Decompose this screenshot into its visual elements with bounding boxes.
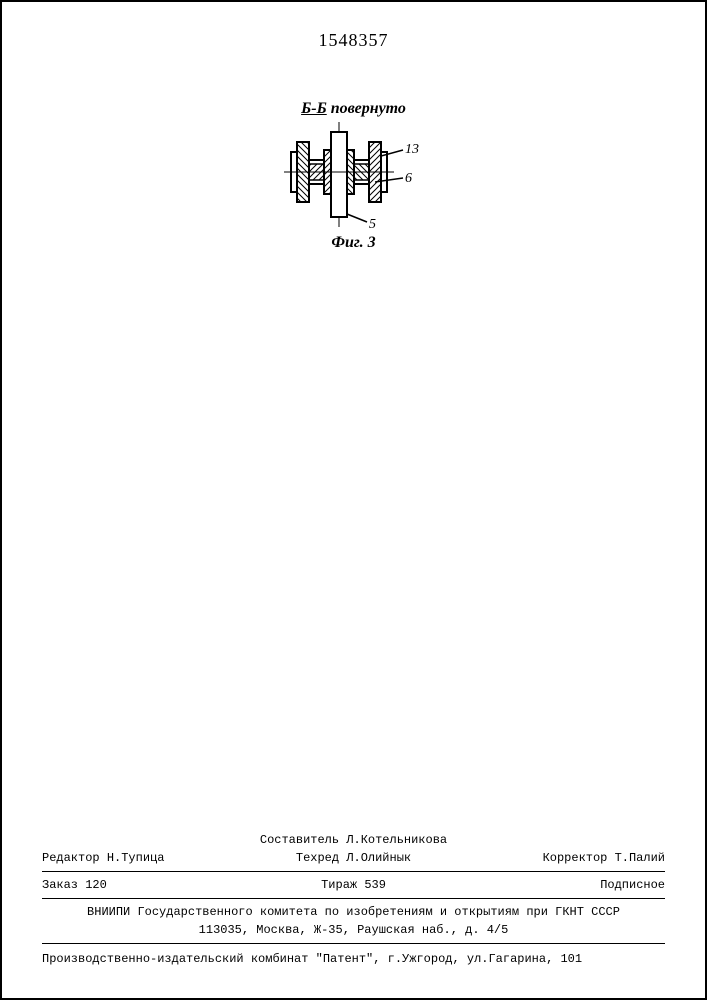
corrector-cell: Корректор Т.Палий: [543, 849, 665, 867]
compiler-label: Составитель: [260, 833, 339, 847]
figure-caption: Фиг. 3: [2, 234, 705, 252]
callout-13: 13: [405, 142, 419, 157]
credits-row: Редактор Н.Тупица Техред Л.Олийнык Корре…: [42, 849, 665, 867]
corrector-name: Т.Палий: [615, 851, 665, 865]
tirazh-num: 539: [364, 878, 386, 892]
divider-3: [42, 943, 665, 944]
section-title: Б-Б повернуто: [2, 100, 705, 118]
tirazh-cell: Тираж 539: [321, 876, 386, 894]
callout-6: 6: [405, 171, 412, 186]
tirazh-label: Тираж: [321, 878, 357, 892]
document-number: 1548357: [2, 30, 705, 51]
techred-cell: Техред Л.Олийнык: [296, 849, 411, 867]
signed-cell: Подписное: [600, 876, 665, 894]
editor-name: Н.Тупица: [107, 851, 165, 865]
order-label: Заказ: [42, 878, 78, 892]
compiler-name: Л.Котельникова: [346, 833, 447, 847]
order-cell: Заказ 120: [42, 876, 107, 894]
org-line-1: ВНИИПИ Государственного комитета по изоб…: [42, 903, 665, 921]
techred-label: Техред: [296, 851, 339, 865]
divider-2: [42, 898, 665, 899]
techred-name: Л.Олийнык: [346, 851, 411, 865]
page: 1548357 Б-Б повернуто: [0, 0, 707, 1000]
callout-5: 5: [369, 217, 376, 232]
publisher-line: Производственно-издательский комбинат "П…: [42, 950, 665, 968]
section-label-underlined: Б-Б: [301, 100, 327, 117]
editor-label: Редактор: [42, 851, 100, 865]
footer-block: Составитель Л.Котельникова Редактор Н.Ту…: [42, 831, 665, 968]
order-row: Заказ 120 Тираж 539 Подписное: [42, 876, 665, 894]
figure-diagram: 13 6 5: [269, 122, 439, 232]
corrector-label: Корректор: [543, 851, 608, 865]
editor-cell: Редактор Н.Тупица: [42, 849, 164, 867]
section-label-rest: повернуто: [327, 100, 406, 117]
org-line-2: 113035, Москва, Ж-35, Раушская наб., д. …: [42, 921, 665, 939]
order-num: 120: [85, 878, 107, 892]
divider-1: [42, 871, 665, 872]
